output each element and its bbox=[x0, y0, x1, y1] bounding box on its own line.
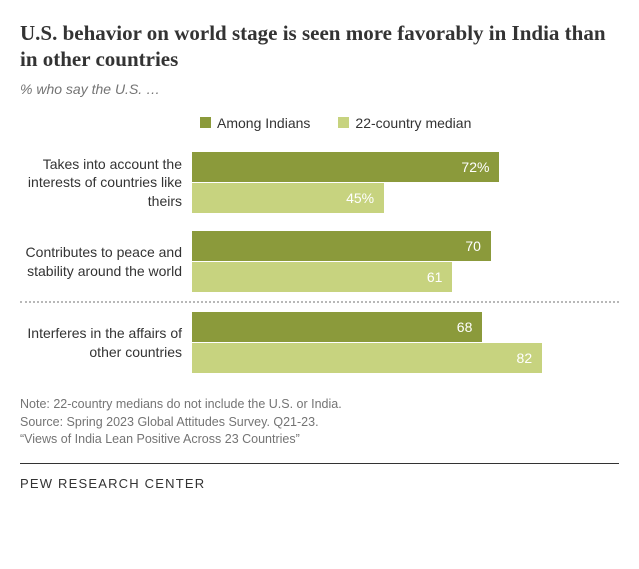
bar-row: 45% bbox=[192, 183, 619, 213]
legend: Among Indians 22-country median bbox=[20, 115, 619, 132]
category-label: Contributes to peace and stability aroun… bbox=[20, 243, 192, 279]
bar-row: 68 bbox=[192, 312, 619, 342]
chart-subtitle: % who say the U.S. … bbox=[20, 81, 619, 97]
org-name: PEW RESEARCH CENTER bbox=[20, 476, 619, 491]
bar: 82 bbox=[192, 343, 542, 373]
bar: 68 bbox=[192, 312, 482, 342]
bar: 45% bbox=[192, 183, 384, 213]
bar-row: 61 bbox=[192, 262, 619, 292]
bar-row: 82 bbox=[192, 343, 619, 373]
source-text: Source: Spring 2023 Global Attitudes Sur… bbox=[20, 414, 619, 432]
legend-label: Among Indians bbox=[217, 115, 310, 131]
legend-item: 22-country median bbox=[338, 115, 471, 131]
bar-group: Takes into account the interests of coun… bbox=[20, 143, 619, 222]
legend-label: 22-country median bbox=[355, 115, 471, 131]
legend-swatch bbox=[338, 117, 349, 128]
legend-item: Among Indians bbox=[200, 115, 310, 131]
category-label: Takes into account the interests of coun… bbox=[20, 155, 192, 210]
legend-swatch bbox=[200, 117, 211, 128]
chart-notes: Note: 22-country medians do not include … bbox=[20, 396, 619, 464]
bar-row: 72% bbox=[192, 152, 619, 182]
bar: 70 bbox=[192, 231, 491, 261]
bar: 61 bbox=[192, 262, 452, 292]
bars-wrap: 6882 bbox=[192, 311, 619, 374]
bar-group: Interferes in the affairs of other count… bbox=[20, 303, 619, 382]
bars-wrap: 7061 bbox=[192, 230, 619, 293]
bar: 72% bbox=[192, 152, 499, 182]
bars-wrap: 72%45% bbox=[192, 151, 619, 214]
bar-row: 70 bbox=[192, 231, 619, 261]
category-label: Interferes in the affairs of other count… bbox=[20, 324, 192, 360]
note-text: Note: 22-country medians do not include … bbox=[20, 396, 619, 414]
bar-group: Contributes to peace and stability aroun… bbox=[20, 222, 619, 301]
report-title: “Views of India Lean Positive Across 23 … bbox=[20, 431, 619, 449]
chart-title: U.S. behavior on world stage is seen mor… bbox=[20, 20, 619, 73]
bar-chart: Takes into account the interests of coun… bbox=[20, 143, 619, 382]
